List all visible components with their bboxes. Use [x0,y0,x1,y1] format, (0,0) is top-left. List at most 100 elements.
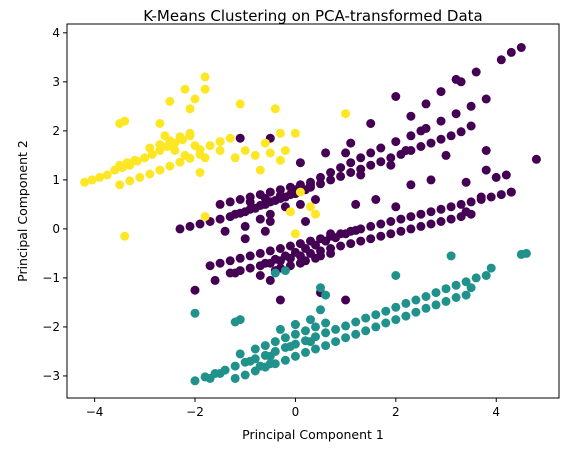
cluster-1-point [205,373,215,383]
y-tick-label: −3 [42,369,60,383]
cluster-1-point [421,292,431,301]
cluster-0-point [406,180,416,190]
cluster-0-point [311,240,320,250]
cluster-0-point [326,248,336,258]
cluster-0-point [356,236,366,246]
cluster-0-point [501,170,511,180]
cluster-1-point [446,251,456,261]
cluster-2-point [180,84,190,94]
cluster-1-point [230,373,240,383]
cluster-2-point [185,104,195,114]
cluster-2-point [265,148,275,158]
cluster-1-point [401,298,411,308]
cluster-0-point [441,150,451,160]
cluster-0-point [356,170,366,180]
cluster-0-point [240,207,250,217]
cluster-1-point [301,347,310,357]
cluster-0-point [336,241,346,251]
cluster-2-point [250,150,260,160]
cluster-0-point [270,254,280,264]
cluster-1-point [235,349,245,359]
cluster-0-point [311,195,320,204]
cluster-0-point [406,131,416,141]
cluster-2-point [215,146,225,155]
cluster-1-point [190,376,200,386]
cluster-0-point [516,43,526,52]
cluster-0-point [175,224,185,234]
cluster-1-point [306,315,315,325]
cluster-2-point [155,140,165,150]
cluster-1-point [255,361,265,371]
cluster-1-point [275,324,285,334]
cluster-1-point [190,308,200,318]
cluster-0-point [215,258,225,268]
cluster-0-point [456,127,466,137]
cluster-2-point [275,155,285,165]
cluster-1-point [316,305,325,315]
cluster-2-point [230,153,240,163]
cluster-0-point [311,253,320,263]
cluster-1-point [361,326,371,336]
cluster-2-point [195,168,205,177]
cluster-1-point [321,318,331,328]
cluster-0-point [436,204,446,214]
cluster-0-point [496,55,506,65]
cluster-0-point [396,214,406,224]
y-tick-label: 3 [52,75,60,89]
cluster-0-point [336,163,346,173]
cluster-0-point [250,203,260,213]
y-tick-label: 0 [52,222,60,236]
cluster-1-point [280,266,290,276]
x-tick-label: 4 [492,405,500,419]
cluster-0-point [406,224,416,234]
cluster-1-point [461,277,471,287]
cluster-0-point [285,241,295,251]
cluster-0-point [481,94,491,104]
cluster-0-point [255,271,265,280]
y-axis-label: Principal Component 2 [15,140,30,282]
cluster-0-point [290,247,300,257]
cluster-0-point [461,207,471,217]
cluster-2-point [185,128,195,138]
cluster-2-point [130,155,140,165]
cluster-0-point [446,202,456,212]
cluster-1-point [285,342,295,351]
cluster-1-point [401,311,411,321]
cluster-1-point [306,337,315,347]
cluster-0-point [366,221,376,231]
cluster-2-point [200,84,210,94]
cluster-0-point [265,209,275,219]
cluster-2-point [205,141,215,151]
cluster-0-point [401,146,411,155]
cluster-0-point [376,157,386,167]
cluster-0-point [301,244,310,253]
cluster-1-point [351,317,361,327]
cluster-0-point [346,168,356,177]
cluster-2-point [95,172,105,182]
cluster-0-point [446,131,456,141]
cluster-0-point [321,236,331,246]
cluster-2-point [306,202,315,212]
cluster-0-point [346,239,356,249]
cluster-2-point [290,128,300,138]
cluster-0-point [245,263,255,273]
cluster-2-point [170,146,180,155]
cluster-1-point [451,280,461,290]
cluster-2-point [165,96,175,106]
cluster-1-point [331,324,341,334]
cluster-0-point [461,177,471,187]
cluster-2-point [160,131,170,141]
cluster-0-point [346,158,356,168]
cluster-0-point [421,99,431,109]
cluster-1-point [235,315,245,325]
cluster-0-point [466,121,476,131]
cluster-0-point [436,134,446,144]
cluster-0-point [245,251,255,261]
cluster-1-point [331,337,341,347]
cluster-0-point [386,160,396,170]
cluster-0-point [481,146,491,155]
y-tick-label: −2 [42,320,60,334]
cluster-0-point [436,87,446,97]
cluster-0-point [366,160,376,170]
cluster-0-point [416,126,426,136]
